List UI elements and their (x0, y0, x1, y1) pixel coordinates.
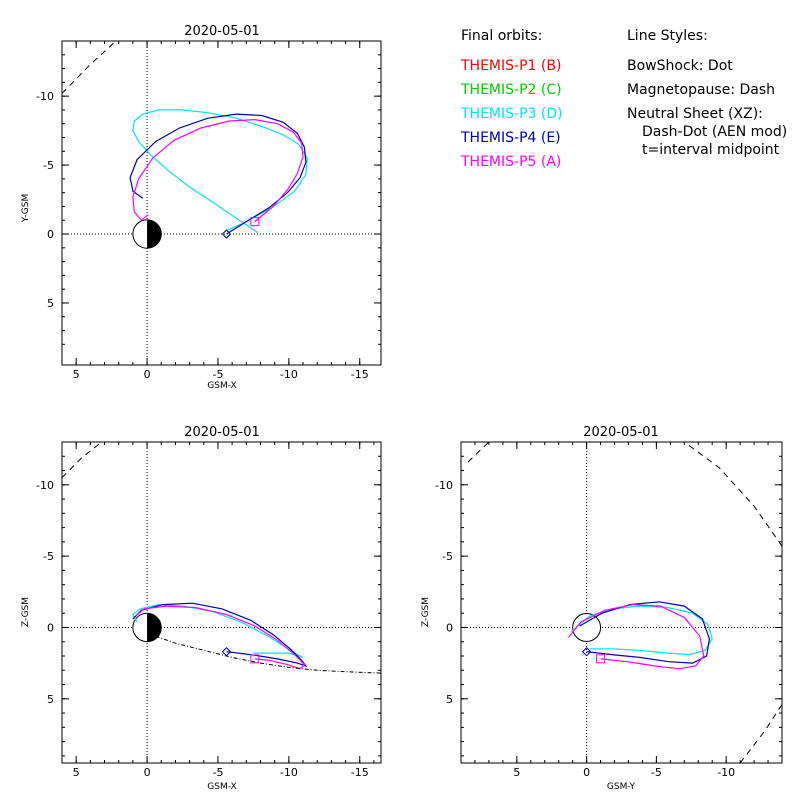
panel-xy-title: 2020-05-01 (184, 24, 260, 39)
panel-xz-title: 2020-05-01 (184, 425, 260, 440)
y-tick-label: 5 (446, 693, 453, 706)
panel-xz-xlabel: GSM-X (207, 782, 236, 792)
y-tick-label: -5 (43, 159, 54, 172)
plot-frame (460, 441, 783, 764)
earth-icon (572, 613, 602, 642)
y-tick-label: -10 (435, 479, 453, 492)
legend-line-styles-title: Line Styles: (627, 28, 708, 44)
y-tick-label: -5 (43, 550, 54, 563)
legend-probe-3: THEMIS-P3 (D) (460, 106, 563, 122)
y-tick-label: -10 (36, 479, 54, 492)
panel-yz-xlabel: GSM-Y (607, 782, 636, 792)
y-tick-label: -10 (36, 90, 54, 103)
p4-end-marker (221, 229, 232, 239)
panel-yz-orbit: 2020-05-01 5 0 -5 -10 5 0 -5 -10 GSM-Y Z-GSM (421, 425, 783, 792)
series-themis-p5-a (135, 605, 306, 670)
series-themis-p4-e (129, 113, 307, 235)
p5-end-marker (250, 654, 260, 664)
y-tick-label: 5 (47, 297, 54, 310)
series-magnetopause-upper (739, 704, 782, 763)
x-tick-label: -10 (280, 368, 298, 381)
plot-frame (61, 441, 382, 764)
y-tick-label: 0 (446, 621, 453, 634)
x-tick-label: -5 (651, 766, 662, 779)
panel-yz-title: 2020-05-01 (583, 425, 659, 440)
p5-end-marker (596, 654, 606, 664)
y-tick-label: 0 (47, 228, 54, 241)
panel-xy-xlabel: GSM-X (207, 381, 236, 391)
plot-frame (61, 40, 382, 366)
series-neutral-sheet-aen-mod (146, 632, 381, 674)
p4-end-marker (581, 647, 592, 657)
series-magnetopause (62, 442, 103, 479)
series-magnetopause-lower-left (467, 442, 490, 463)
x-tick-label: 0 (144, 766, 151, 779)
x-tick-label: -10 (280, 766, 298, 779)
x-tick-label: 0 (144, 368, 151, 381)
series-themis-p3-d (132, 109, 308, 234)
p4-end-marker (221, 647, 232, 657)
panel-xy-ylabel: Y-GSM (21, 194, 31, 223)
x-tick-label: -10 (717, 766, 735, 779)
y-tick-label: 0 (47, 621, 54, 634)
p5-end-marker (250, 217, 260, 227)
series-themis-p5-a (568, 603, 705, 670)
panel-xy-orbit: 2020-05-01 5 0 -5 -10 -15 -10 -5 0 5 GSM-X Y-GSM (21, 24, 382, 391)
legend-probe-1: THEMIS-P1 (B) (460, 58, 561, 74)
series-magnetopause-lower (684, 442, 782, 547)
legend-style-bowshock: BowShock: Dot (627, 58, 733, 74)
series-themis-p3-d (132, 603, 304, 658)
x-tick-label: 0 (583, 766, 590, 779)
x-tick-label: -5 (212, 766, 223, 779)
y-tick-label: -5 (442, 550, 453, 563)
x-tick-label: 5 (73, 368, 80, 381)
x-tick-label: 5 (513, 766, 520, 779)
x-tick-label: -5 (212, 368, 223, 381)
legend-style-neutral-sheet: Neutral Sheet (XZ): (627, 106, 763, 122)
earth-night-side (147, 219, 162, 249)
series-magnetopause (62, 41, 117, 94)
y-tick-label: 5 (47, 693, 54, 706)
panel-xz-ylabel: Z-GSM (21, 597, 31, 627)
series-themis-p4-e (132, 602, 308, 668)
series-themis-p5-a (132, 118, 304, 223)
legend-final-orbits-title: Final orbits: (461, 28, 542, 44)
legend-probe-2: THEMIS-P2 (C) (460, 82, 562, 98)
legend-probe-4: THEMIS-P4 (E) (460, 130, 561, 146)
x-tick-label: -15 (351, 368, 369, 381)
legend-probe-5: THEMIS-P5 (A) (460, 154, 561, 170)
legend-style-magnetopause: Magnetopause: Dash (627, 82, 775, 98)
legend-style-interval-midpoint: t=interval midpoint (642, 142, 780, 158)
legend: Final orbits: THEMIS-P1 (B) THEMIS-P2 (C)… (460, 28, 787, 170)
x-tick-label: 5 (73, 766, 80, 779)
panel-yz-ylabel: Z-GSM (421, 597, 431, 627)
x-tick-label: -15 (351, 766, 369, 779)
panel-xz-orbit: 2020-05-01 5 0 -5 -10 -15 5 0 -5 -10 GSM-X Z-GSM (21, 425, 382, 792)
legend-style-dash-dot: Dash-Dot (AEN mod) (642, 124, 787, 140)
